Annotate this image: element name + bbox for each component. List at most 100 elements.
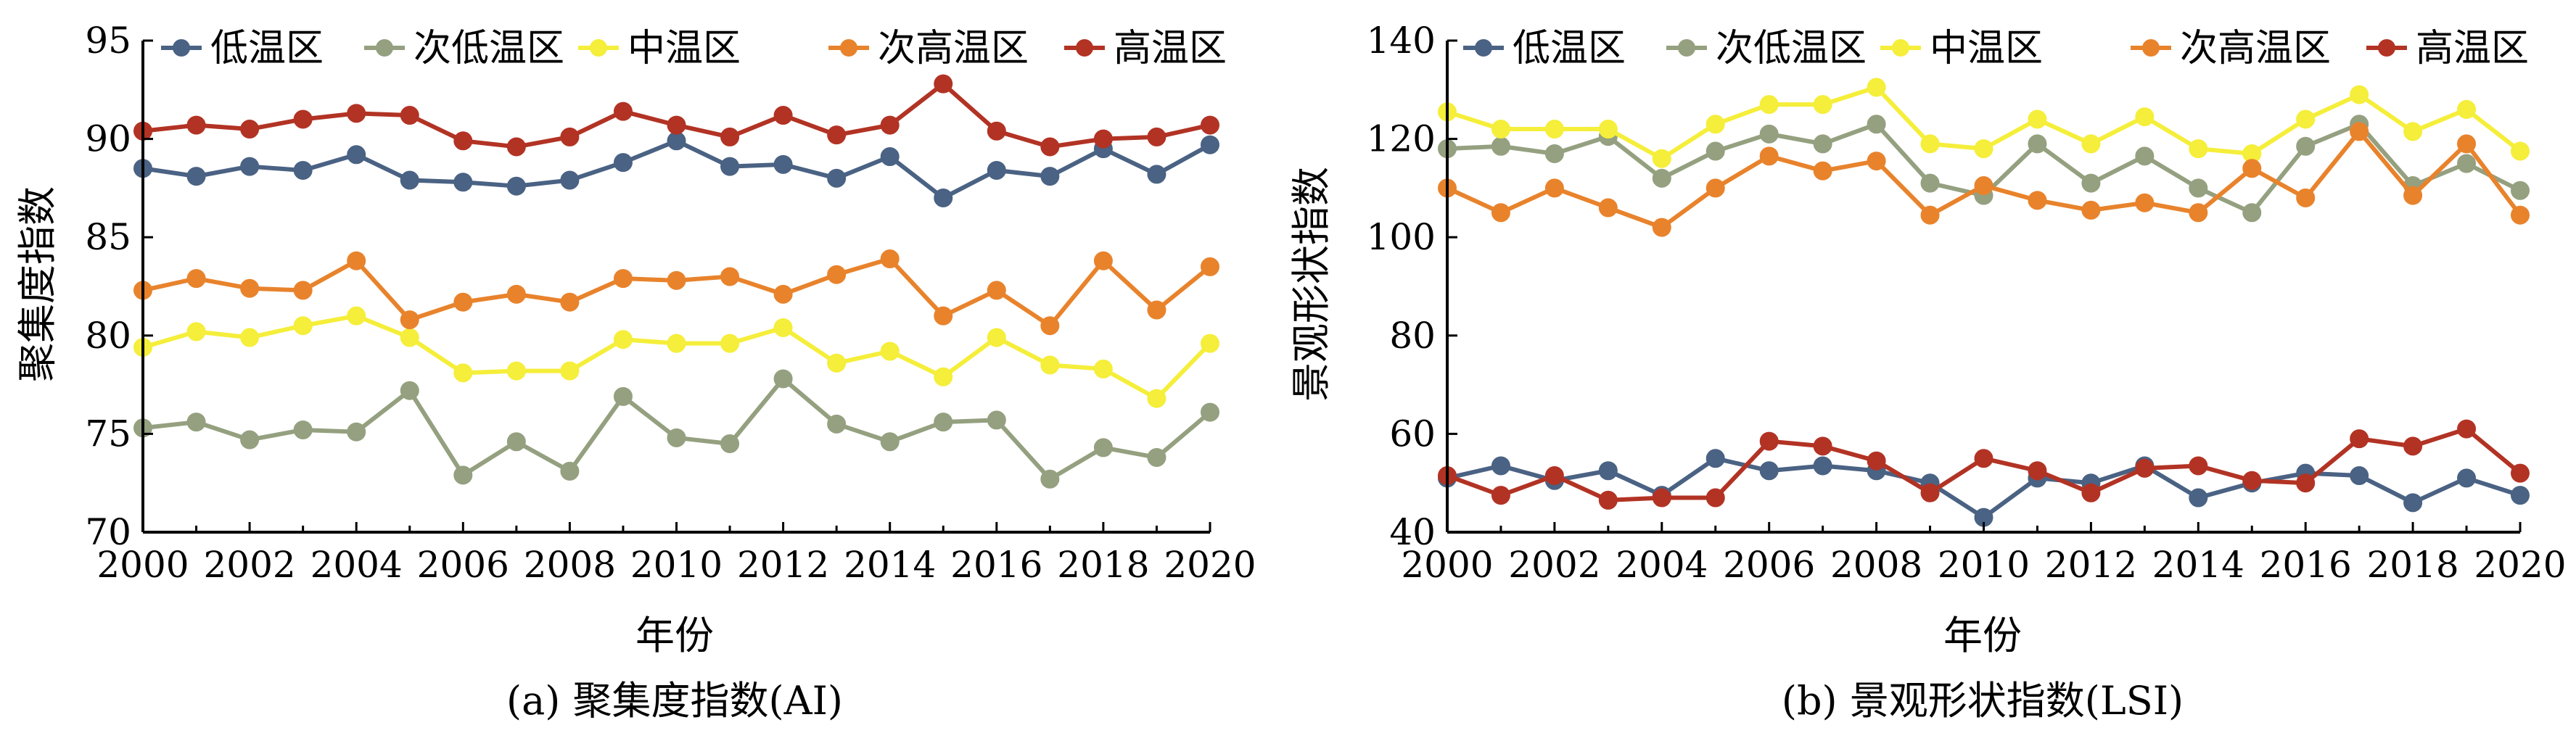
y-tick-label: 85 [85,216,131,258]
data-point [560,461,580,481]
x-tick-label: 2016 [950,544,1042,586]
data-point [1040,137,1060,157]
data-point [2511,463,2530,483]
legend-marker [1475,39,1492,57]
data-point [2242,471,2262,490]
data-point [293,281,313,300]
data-point [1491,486,1510,505]
data-point [1147,447,1166,467]
data-point [613,330,633,349]
data-point [827,168,847,188]
data-point [2511,205,2530,225]
data-point [1920,205,1940,225]
data-point [1544,178,1564,198]
data-point [240,278,260,298]
data-point [2350,122,2369,141]
data-point [1201,115,1219,135]
legend-item: 次高温区 [2131,27,2331,70]
data-point [2403,122,2423,141]
x-axis-title: 年份 [635,613,714,658]
data-point [1920,483,1940,502]
data-point [773,369,793,389]
data-point [720,127,740,146]
data-point [1705,178,1725,198]
series-4 [133,249,1219,336]
data-point [934,306,953,326]
data-point [1598,461,1618,481]
x-tick-label: 2018 [2366,544,2458,586]
series-2 [133,369,1219,489]
data-point [1652,218,1671,237]
legend-item: 高温区 [2366,27,2529,70]
x-tick-label: 2010 [1938,544,2030,586]
legend-item: 次低温区 [1666,27,1867,70]
data-point [1813,456,1832,476]
legend-item: 高温区 [1064,27,1227,70]
series-2 [1438,115,2530,223]
data-point [2457,154,2477,173]
y-tick-label: 100 [1367,216,1436,258]
data-point [827,265,847,284]
x-tick-label: 2008 [524,544,616,586]
data-point [2296,109,2316,129]
y-axis-title: 聚集度指数 [15,186,60,382]
data-point [506,137,526,157]
data-point [1147,389,1166,408]
data-point [1093,359,1113,378]
data-point [1040,469,1060,489]
data-point [613,102,633,121]
data-point [1491,136,1510,156]
data-point [1598,120,1618,139]
data-point [1652,168,1671,188]
data-point [1867,451,1886,471]
data-point [2081,483,2101,502]
data-point [453,363,473,383]
data-point [1813,95,1832,115]
legend-marker [2378,39,2395,57]
data-point [1974,139,1993,159]
data-point [1544,466,1564,486]
data-point [560,292,580,312]
data-point [347,422,366,442]
legend-marker [840,39,857,57]
x-tick-label: 2004 [1616,544,1708,586]
data-point [613,386,633,406]
data-point [2189,488,2208,508]
data-point [880,147,900,167]
data-point [667,115,686,135]
data-point [1544,144,1564,163]
x-tick-label: 2002 [203,544,295,586]
data-point [880,432,900,452]
data-point [1491,456,1510,476]
chart-caption: (b) 景观形状指数(LSI) [1782,678,2184,724]
x-axis-title: 年份 [1943,613,2022,658]
data-point [1705,449,1725,468]
x-tick-label: 2006 [1723,544,1815,586]
series-5 [1438,419,2530,510]
data-point [2511,141,2530,161]
legend-item: 中温区 [578,27,741,70]
legend-item: 低温区 [1463,27,1626,70]
legend-label: 中温区 [627,27,741,70]
data-point [1147,127,1166,146]
y-tick-label: 95 [85,20,131,62]
x-tick-label: 2014 [844,544,936,586]
data-point [186,167,206,186]
data-point [240,430,260,450]
data-point [2403,493,2423,513]
data-point [2457,419,2477,439]
x-tick-label: 2018 [1057,544,1149,586]
data-point [1813,436,1832,456]
x-tick-label: 2000 [1401,544,1493,586]
data-point [1598,490,1618,510]
data-point [2081,134,2101,154]
data-point [347,306,366,326]
data-point [2189,178,2208,198]
data-point [667,131,686,151]
x-tick-label: 2020 [2474,544,2566,586]
y-tick-label: 75 [85,413,131,455]
data-point [453,173,473,192]
x-tick-label: 2006 [417,544,509,586]
data-point [1201,334,1219,353]
